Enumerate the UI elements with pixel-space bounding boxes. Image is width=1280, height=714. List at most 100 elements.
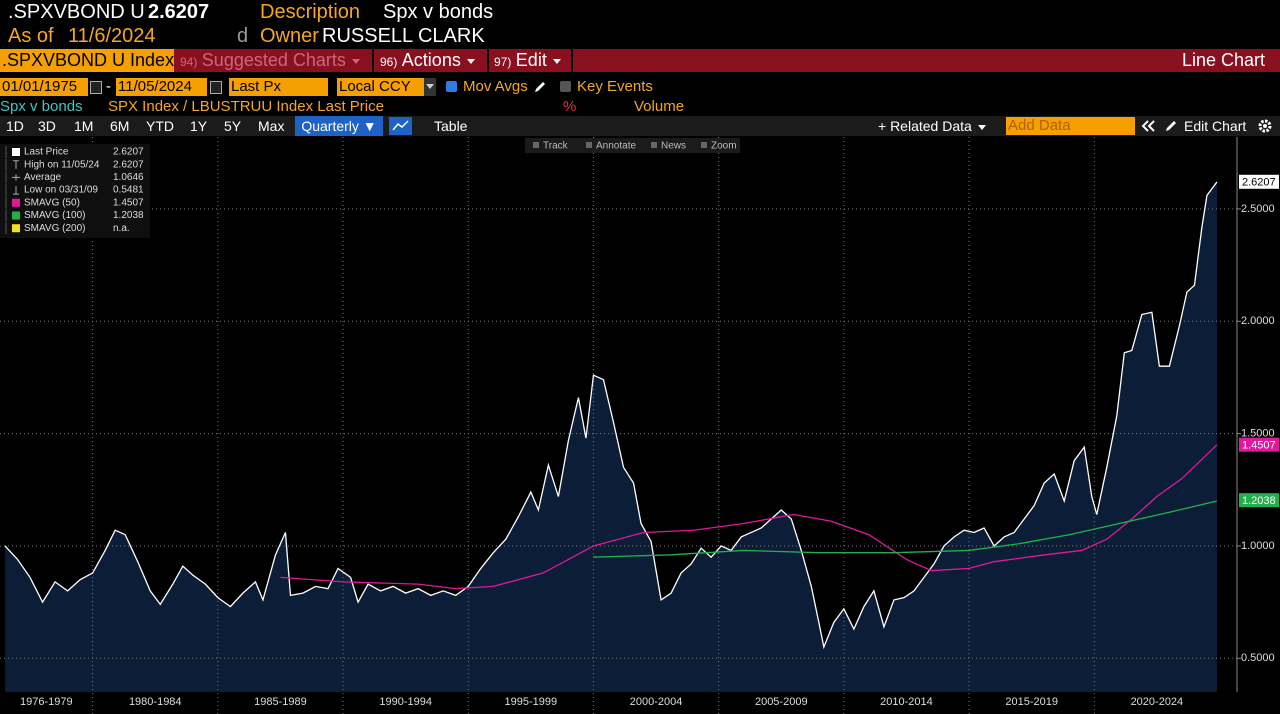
range-button[interactable]: 1Y [190,118,208,134]
y-tick-label: 2.0000 [1241,315,1275,327]
last-value-tag [1239,493,1279,508]
percent: % [563,98,577,115]
series-expression: SPX Index / LBUSTRUU Index Last Price [108,98,384,115]
menu-num: 96) [380,55,398,69]
x-tick-label: 1985-1989 [254,696,307,708]
tool-button[interactable]: News [661,141,686,152]
menu-item[interactable]: 96) Actions [380,49,475,74]
range-button[interactable]: 1D [6,118,24,134]
legend-value: n.a. [113,223,130,234]
legend-icon [12,174,20,181]
security-field[interactable]: .SPXVBOND U Index [0,49,175,72]
legend-name: SMAVG (200) [24,223,86,234]
tool-icon [533,142,539,148]
y-tick-label: 0.5000 [1241,652,1275,664]
legend-name: Last Price [24,147,69,158]
dash: - [106,78,111,95]
y-tick-label: 1.0000 [1241,540,1275,552]
related-label: + Related Data [878,118,972,134]
dropdown-arrow [351,59,360,65]
legend-name: SMAVG (50) [24,197,80,208]
price: 2.6207 [148,1,210,23]
chart-tools-bar [525,138,740,153]
y-tick-label: 1.5000 [1241,428,1275,440]
dropdown-arrow [552,59,561,65]
range-button[interactable]: 5Y [224,118,242,134]
x-tick-label: 1976-1979 [20,696,73,708]
currency-select[interactable]: Local CCY [337,78,424,96]
last-value-label: 2.6207 [1242,177,1276,189]
table-button[interactable]: Table [434,118,468,134]
calendar-icon[interactable] [90,81,102,94]
separator [571,49,573,72]
owner: RUSSELL CLARK [322,25,485,47]
series-line [280,444,1218,590]
legend-swatch [12,148,20,156]
x-tick-label: 2005-2009 [755,696,808,708]
checkbox-checked[interactable] [446,81,457,92]
legend-icon [13,160,19,169]
legend-swatch [12,198,20,207]
menu-label: Suggested Charts [201,50,346,70]
pencil-icon[interactable] [1164,119,1178,133]
legend-name: High on 11/05/24 [24,159,100,170]
legend-swatch [12,224,20,233]
key-events[interactable]: Key Events [577,78,653,95]
checkbox[interactable] [560,81,571,92]
start-date[interactable]: 01/01/1975 [0,78,88,96]
legend-icon [13,186,19,195]
legend-value: 2.6207 [113,159,144,170]
range-button[interactable]: 1M [74,118,94,134]
mov-avgs[interactable]: Mov Avgs [463,78,528,95]
last-value-label: 1.2038 [1242,495,1276,507]
ticker: .SPXVBOND U [8,1,145,23]
pencil-icon[interactable] [533,80,547,94]
legend-value: 0.5481 [113,185,144,196]
field-select[interactable]: Last Px [229,78,328,96]
range-button[interactable]: 6M [110,118,130,134]
dropdown-arrow [466,59,475,65]
flag: d [237,25,249,47]
last-value-label: 1.4507 [1242,440,1276,452]
dropdown[interactable] [424,78,436,96]
as-of-label: As of [8,25,54,47]
legend-value: 1.0646 [113,172,144,183]
menu-item[interactable]: 94) Suggested Charts [180,49,360,74]
y-tick-label: 2.5000 [1241,203,1275,215]
chart-type-icon[interactable] [389,117,412,135]
last-value-tag [1239,437,1279,452]
legend-name: SMAVG (100) [24,210,86,221]
menu-item[interactable]: 97) Edit [494,49,561,74]
range-button[interactable]: 3D [38,118,56,134]
dropdown-arrow [977,124,986,130]
view-name: Line Chart [1181,50,1265,70]
calendar-icon[interactable] [210,81,222,94]
separator [372,49,374,72]
edit-chart[interactable]: Edit Chart [1184,118,1247,134]
menu-label: Actions [401,50,461,70]
frequency-select[interactable]: Quarterly ▼ [295,116,383,136]
end-date[interactable]: 11/05/2024 [116,78,207,96]
legend-box [0,144,150,238]
x-tick-label: 2020-2024 [1131,696,1184,708]
related-data[interactable]: + Related Data [878,116,986,136]
x-tick-label: 1995-1999 [505,696,558,708]
volume: Volume [634,98,685,115]
x-tick-label: 2015-2019 [1005,696,1058,708]
legend-value: 2.6207 [113,147,144,158]
collapse-icon[interactable] [1140,119,1156,133]
range-button[interactable]: YTD [146,118,174,134]
description: Spx v bonds [383,1,494,23]
add-data-input[interactable]: Add Data [1006,117,1135,135]
menu-label: Edit [515,50,547,70]
tool-button[interactable]: Zoom [711,141,737,152]
dropdown-arrow [426,84,434,89]
tool-button[interactable]: Track [543,141,569,152]
settings-icon[interactable] [1257,118,1273,134]
range-button[interactable]: Max [258,118,285,134]
series-line [4,181,1218,650]
tool-icon [586,142,592,148]
tool-button[interactable]: Annotate [596,141,636,152]
